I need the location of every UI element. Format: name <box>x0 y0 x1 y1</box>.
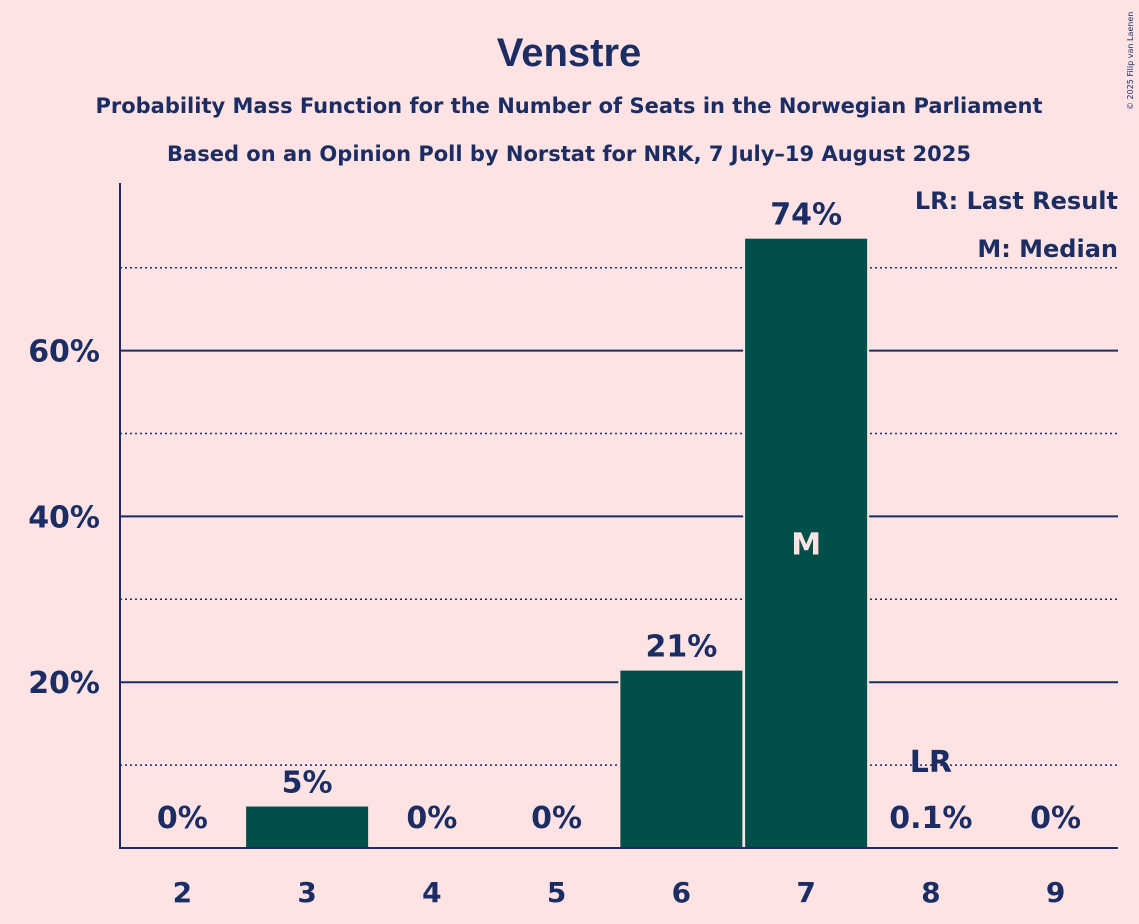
last-result-marker: LR <box>910 745 952 780</box>
x-tick-label: 5 <box>547 876 566 909</box>
x-tick-label: 9 <box>1046 876 1065 909</box>
chart-subtitle-2: Based on an Opinion Poll by Norstat for … <box>167 142 971 166</box>
median-marker: M <box>791 527 821 562</box>
bars <box>244 236 870 848</box>
bar-value-label: 0% <box>406 801 457 836</box>
bar-value-label: 0.1% <box>889 801 972 836</box>
gridlines: 20% 40% 60% <box>28 266 1118 766</box>
bar-value-label: 0% <box>157 801 208 836</box>
y-tick-label: 60% <box>28 335 100 370</box>
x-tick-label: 8 <box>921 876 940 909</box>
x-tick-label: 7 <box>796 876 815 909</box>
copyright-notice: © 2025 Filip van Laenen <box>1126 12 1135 110</box>
bar <box>246 806 369 848</box>
x-tick-label: 2 <box>173 876 192 909</box>
bar-value-label: 0% <box>1030 801 1081 836</box>
axes <box>119 183 1118 849</box>
labels: 0% 2 5% 3 0% 4 0% 5 21% 6 74% 7 M 0.1% 8 LR 0% 9 <box>157 198 1081 909</box>
chart-subtitle-1: Probability Mass Function for the Number… <box>95 94 1042 118</box>
legend-median: M: Median <box>977 235 1118 263</box>
bar <box>620 670 743 848</box>
chart-title: Venstre <box>497 31 642 75</box>
x-tick-label: 6 <box>672 876 691 909</box>
bar-value-label: 5% <box>282 766 333 801</box>
bar-value-label: 74% <box>770 198 842 233</box>
x-tick-label: 3 <box>297 876 316 909</box>
x-tick-label: 4 <box>422 876 441 909</box>
bar-value-label: 0% <box>531 801 582 836</box>
y-tick-label: 40% <box>28 500 100 535</box>
legend-last-result: LR: Last Result <box>915 187 1118 215</box>
bar <box>745 238 868 848</box>
y-tick-label: 20% <box>28 666 100 701</box>
bar-value-label: 21% <box>645 630 717 665</box>
